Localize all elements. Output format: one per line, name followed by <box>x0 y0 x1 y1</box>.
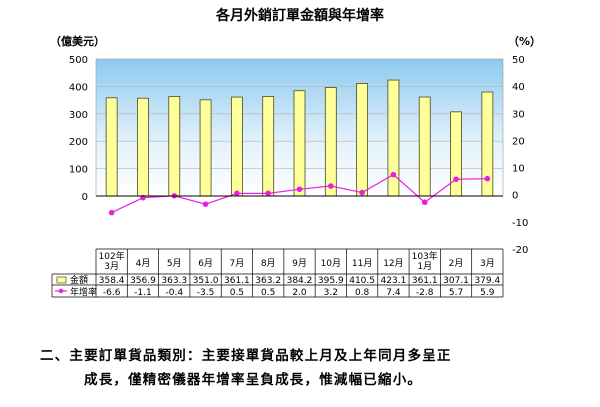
data-label-growth: 2.0 <box>292 288 307 298</box>
legend-label-line: 年增率 <box>70 286 97 298</box>
left-tick-label: 300 <box>69 110 88 121</box>
data-label-amount: 358.4 <box>99 276 125 286</box>
right-tick-label: 50 <box>512 55 525 66</box>
left-tick-label: 100 <box>69 165 88 176</box>
bar <box>450 111 462 197</box>
right-axis-unit: （%） <box>508 35 541 48</box>
x-tick-label: 6月 <box>198 258 213 269</box>
data-label-amount: 363.3 <box>161 276 187 286</box>
line-point <box>296 186 303 193</box>
data-label-growth: -0.4 <box>165 288 183 298</box>
x-tick-label: 10月 <box>321 258 341 269</box>
x-tick-label: 2月 <box>449 258 464 269</box>
data-label-amount: 395.9 <box>318 276 344 286</box>
right-tick-label: 30 <box>512 109 525 120</box>
data-label-growth: -6.6 <box>103 288 121 298</box>
right-tick-label: 40 <box>512 82 525 93</box>
paragraph-line-1: 二、主要訂單貨品類別：主要接單貨品較上月及上年同月多呈正 <box>40 348 452 364</box>
x-tick-label: 3月 <box>104 261 119 272</box>
x-tick-label: 12月 <box>383 258 403 269</box>
chart-title: 各月外銷訂單金額與年增率 <box>215 7 384 24</box>
line-point <box>328 183 334 189</box>
legend-swatch-point <box>58 288 64 294</box>
left-tick-label: 0 <box>82 192 88 203</box>
data-label-amount: 363.2 <box>255 276 281 286</box>
legend-swatch-bar <box>56 276 67 284</box>
data-label-amount: 361.1 <box>412 276 438 286</box>
right-tick-label: 20 <box>512 136 525 147</box>
line-point <box>234 190 240 197</box>
line-point <box>265 190 271 197</box>
data-label-growth: 0.5 <box>261 288 275 298</box>
x-tick-label: 8月 <box>261 258 276 269</box>
data-label-growth: 5.9 <box>480 288 495 298</box>
line-point <box>421 199 428 206</box>
x-tick-label: 7月 <box>230 258 245 269</box>
data-label-growth: 5.7 <box>449 288 463 298</box>
x-tick-label: 9月 <box>292 258 307 269</box>
legend-label-bar: 金額 <box>70 274 88 286</box>
data-label-growth: 7.4 <box>386 288 401 298</box>
x-tick-label: 3月 <box>480 258 495 269</box>
line-point <box>108 209 115 216</box>
bar <box>262 96 275 197</box>
x-tick-label: 11月 <box>352 258 372 269</box>
data-label-amount: 307.1 <box>443 276 469 286</box>
bar <box>105 97 118 197</box>
data-label-amount: 384.2 <box>287 276 313 286</box>
line-point <box>484 175 491 182</box>
bar <box>230 96 243 197</box>
right-tick-label: -10 <box>512 218 528 229</box>
x-tick-label: 1月 <box>417 261 432 272</box>
bar <box>356 83 369 197</box>
bar <box>324 87 337 197</box>
bar-series <box>105 79 494 197</box>
line-point <box>453 176 459 183</box>
right-axis-ticks: 50 40 30 20 10 0 -10 -20 <box>512 55 528 256</box>
line-point <box>359 189 365 196</box>
data-label-growth: 0.5 <box>230 288 244 298</box>
data-label-growth: 0.8 <box>355 288 370 298</box>
data-label-amount: 356.9 <box>130 276 156 286</box>
x-tick-label: 5月 <box>167 258 182 269</box>
x-tick-label: 4月 <box>136 258 151 269</box>
x-tick-label: 102年 <box>99 250 125 262</box>
left-tick-label: 500 <box>69 55 88 66</box>
left-axis-unit: （億美元） <box>50 34 105 48</box>
chart: 各月外銷訂單金額與年增率 （億美元） （%） 5004003002001000 … <box>50 7 541 298</box>
x-tick-label: 103年 <box>412 250 438 262</box>
bar <box>168 96 181 197</box>
data-label-growth: -3.5 <box>197 288 215 298</box>
right-tick-label: -20 <box>512 245 528 256</box>
left-tick-label: 400 <box>69 82 88 93</box>
bar <box>418 96 431 197</box>
bar <box>137 97 149 197</box>
bar <box>199 99 212 197</box>
data-label-growth: -1.1 <box>134 288 152 298</box>
bar <box>293 90 306 197</box>
right-tick-label: 10 <box>512 164 525 175</box>
line-point <box>390 171 397 178</box>
line-point <box>202 201 209 208</box>
body-paragraph: 二、主要訂單貨品類別：主要接單貨品較上月及上年同月多呈正 成長，僅精密儀器年增率… <box>40 344 580 392</box>
data-label-amount: 379.4 <box>474 276 500 286</box>
left-axis-ticks: 500 400 300 200 100 0 <box>69 55 88 203</box>
data-label-growth: -2.8 <box>416 288 434 298</box>
paragraph-line-2: 成長，僅精密儀器年增率呈負成長，惟減幅已縮小。 <box>84 372 423 388</box>
left-tick-label: 200 <box>69 137 88 148</box>
data-label-growth: 3.2 <box>324 288 338 298</box>
data-label-amount: 410.5 <box>349 276 375 286</box>
data-label-amount: 423.1 <box>381 276 407 286</box>
data-label-amount: 361.1 <box>224 276 250 286</box>
data-label-amount: 351.0 <box>193 276 219 286</box>
right-tick-label: 0 <box>512 191 518 202</box>
